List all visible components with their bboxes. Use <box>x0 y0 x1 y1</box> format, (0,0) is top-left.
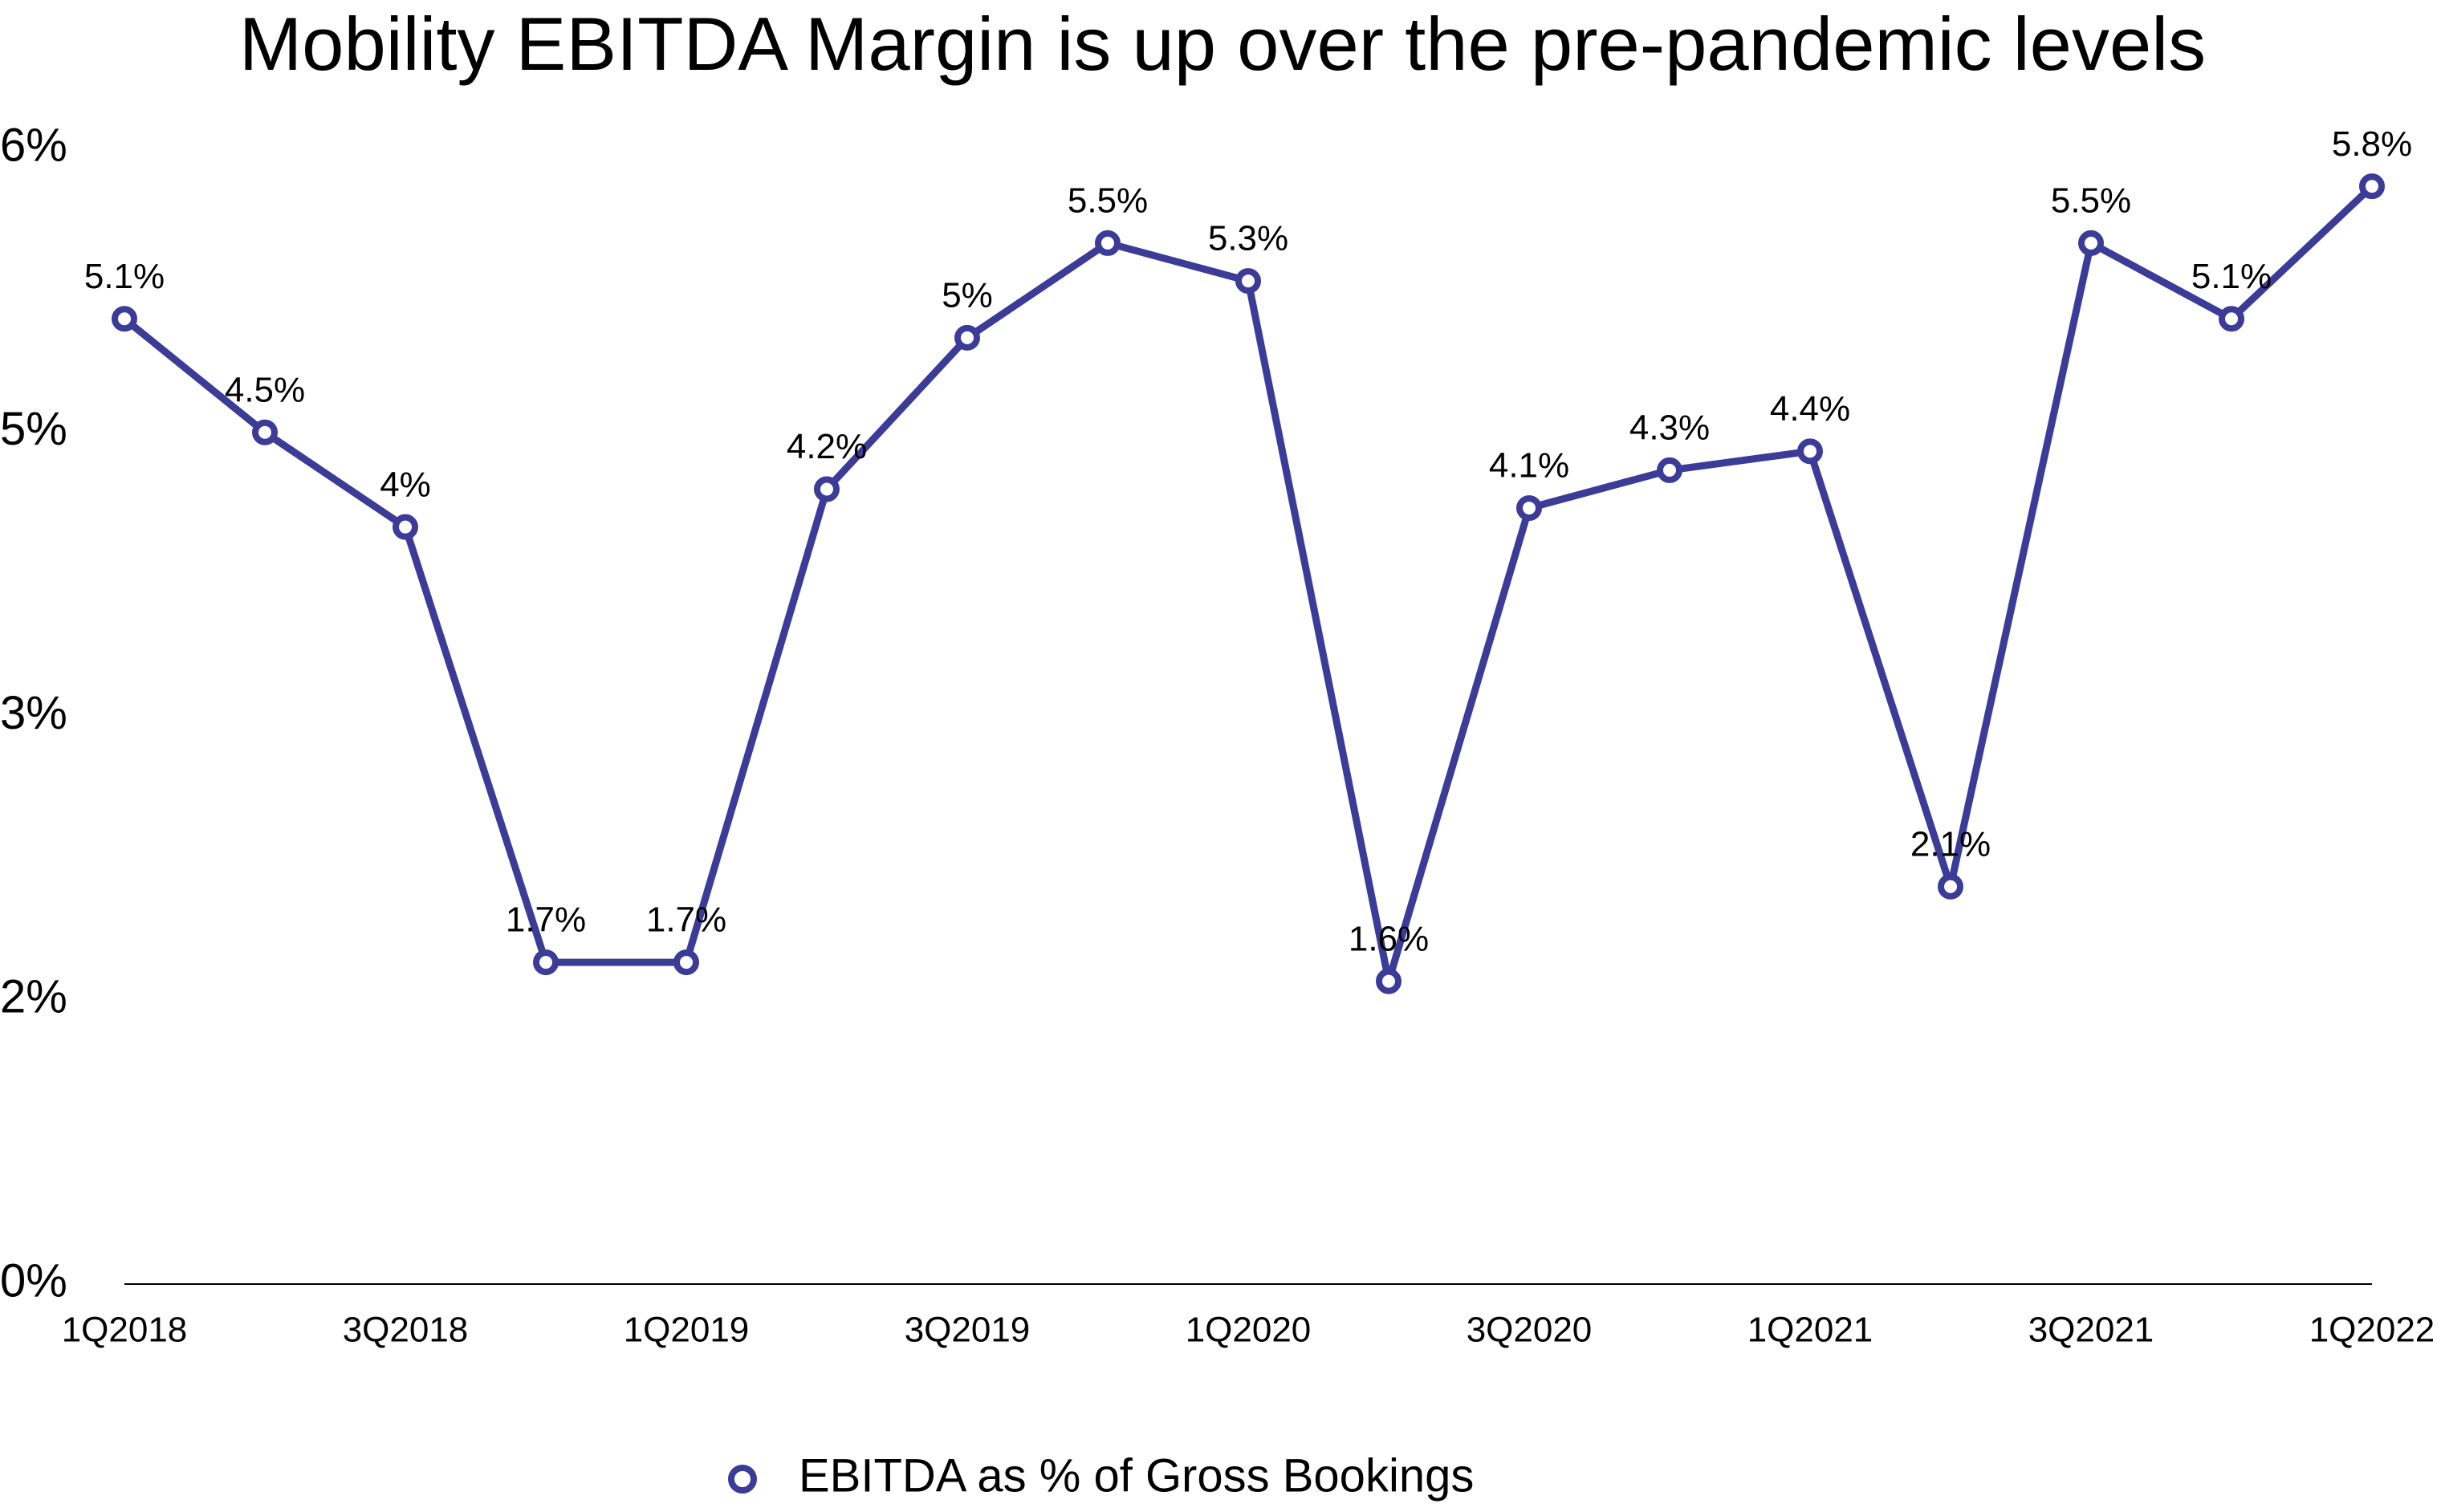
legend-marker <box>728 1465 757 1494</box>
data-label: 4.2% <box>787 427 867 466</box>
data-label: 5.5% <box>1068 181 1148 221</box>
data-point <box>533 949 559 976</box>
data-point <box>393 514 418 540</box>
x-tick-label: 3Q2021 <box>2028 1311 2154 1350</box>
data-label: 4.3% <box>1629 408 1710 448</box>
y-tick-label: 0% <box>0 1254 67 1307</box>
legend-label: EBITDA as % of Gross Bookings <box>799 1449 1474 1502</box>
data-point <box>112 306 137 332</box>
data-point <box>2219 306 2244 332</box>
x-tick-label: 1Q2021 <box>1747 1311 1873 1350</box>
x-tick-label: 3Q2020 <box>1467 1311 1593 1350</box>
data-point <box>2078 230 2104 256</box>
data-point <box>1376 968 1402 994</box>
data-point <box>2359 173 2385 200</box>
data-label: 4% <box>380 465 431 504</box>
data-point <box>954 324 980 351</box>
x-tick-label: 1Q2018 <box>62 1311 188 1350</box>
chart-title: Mobility EBITDA Margin is up over the pr… <box>239 2 2206 86</box>
data-label: 5.3% <box>1208 219 1288 258</box>
data-point <box>1095 230 1121 256</box>
data-point <box>252 419 278 445</box>
x-tick-label: 1Q2022 <box>2309 1311 2435 1350</box>
data-point <box>1516 495 1542 522</box>
data-point <box>1797 438 1823 465</box>
data-label: 4.5% <box>225 370 305 409</box>
data-label: 1.7% <box>506 900 586 940</box>
y-tick-label: 6% <box>0 119 67 171</box>
data-label: 4.4% <box>1770 389 1850 429</box>
series-line <box>122 183 2375 986</box>
data-label: 5.1% <box>2191 257 2272 296</box>
data-point <box>814 476 840 502</box>
y-tick-label: 3% <box>0 687 67 739</box>
data-label: 5% <box>942 275 993 315</box>
data-label: 4.1% <box>1489 446 1569 486</box>
data-label: 5.5% <box>2051 181 2131 221</box>
x-tick-label: 3Q2019 <box>905 1311 1031 1350</box>
data-point <box>673 949 699 976</box>
data-point <box>1657 457 1682 483</box>
x-tick-label: 1Q2020 <box>1186 1311 1312 1350</box>
data-point <box>1938 873 1963 900</box>
data-point <box>1235 268 1261 295</box>
y-tick-label: 2% <box>0 971 67 1023</box>
x-tick-label: 3Q2018 <box>343 1311 469 1350</box>
data-label: 1.6% <box>1349 919 1429 958</box>
x-tick-label: 1Q2019 <box>624 1311 750 1350</box>
data-label: 2.1% <box>1910 824 1991 864</box>
data-label: 5.8% <box>2332 124 2412 164</box>
data-label: 1.7% <box>646 900 726 940</box>
y-tick-label: 5% <box>0 403 67 455</box>
data-label: 5.1% <box>84 257 165 296</box>
